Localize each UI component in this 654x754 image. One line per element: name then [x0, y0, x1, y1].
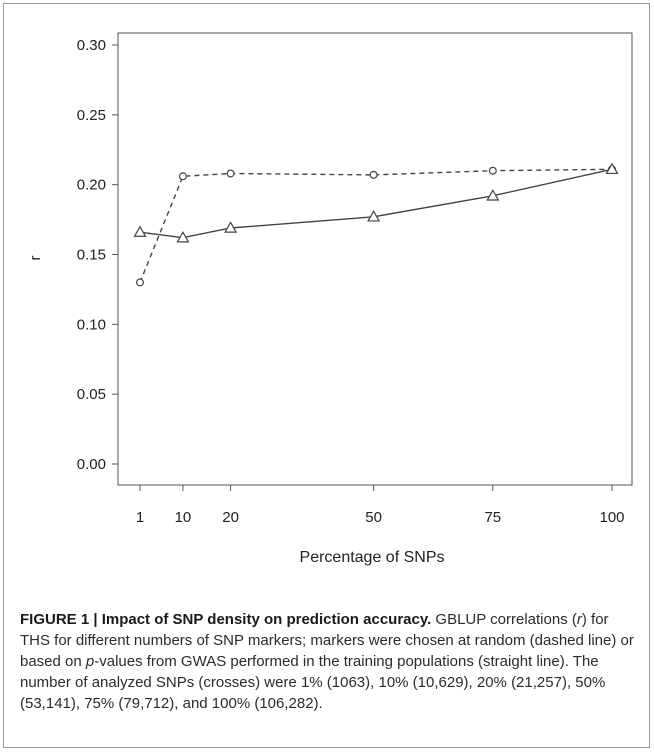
caption-p-symbol: p [85, 653, 95, 670]
y-tick-label: 0.25 [77, 107, 106, 124]
point-circle [178, 172, 187, 181]
line-chart: 0.00 0.05 0.10 0.15 0.20 0.25 0.30 1 10 20 50 75 10… [27, 32, 633, 566]
y-axis-label: r [27, 256, 44, 261]
y-tick-label: 0.15 [77, 247, 106, 264]
point-circle [136, 278, 145, 287]
x-tick-label: 50 [365, 509, 382, 526]
y-tick-label: 0.20 [77, 177, 106, 194]
point-triangle [486, 189, 500, 201]
caption-r-symbol: r [576, 611, 582, 628]
series-line-dashed [139, 168, 613, 283]
point-triangle [224, 221, 238, 233]
y-tick-label: 0.05 [77, 386, 106, 403]
y-axis: 0.00 0.05 0.10 0.15 0.20 0.25 0.30 [77, 37, 118, 473]
point-circle [226, 169, 235, 178]
caption-label: FIGURE 1 | Impact of SNP density on pred… [20, 611, 432, 628]
plot-box [117, 32, 633, 486]
x-axis-label: Percentage of SNPs [300, 549, 445, 566]
point-circle [369, 170, 378, 179]
series-line-solid [139, 168, 613, 239]
caption-text-1: GBLUP correlations ( [431, 611, 577, 628]
x-tick-label: 1 [136, 509, 144, 526]
caption-text-3: -values from GWAS performed in the train… [20, 653, 606, 712]
y-tick-label: 0.10 [77, 316, 106, 333]
point-circle [488, 166, 497, 175]
x-tick-label: 75 [484, 509, 501, 526]
x-tick-label: 10 [175, 509, 192, 526]
point-triangle [367, 210, 381, 222]
point-triangle [176, 231, 190, 243]
figure-frame [3, 3, 650, 748]
x-axis: 1 10 20 50 75 100 [136, 485, 625, 526]
caption-text-2: ) for THS for different numbers of SNP m… [20, 611, 634, 670]
y-tick-label: 0.00 [77, 456, 106, 473]
figure-caption: FIGURE 1 | Impact of SNP density on pred… [20, 609, 634, 714]
y-tick-label: 0.30 [77, 37, 106, 54]
x-tick-label: 20 [222, 509, 239, 526]
x-tick-label: 100 [599, 509, 624, 526]
series-layer [133, 162, 619, 287]
point-triangle [133, 225, 147, 237]
chart-area: 0.00 0.05 0.10 0.15 0.20 0.25 0.30 1 10 20 50 75 10… [27, 32, 633, 566]
point-triangle [605, 162, 619, 175]
